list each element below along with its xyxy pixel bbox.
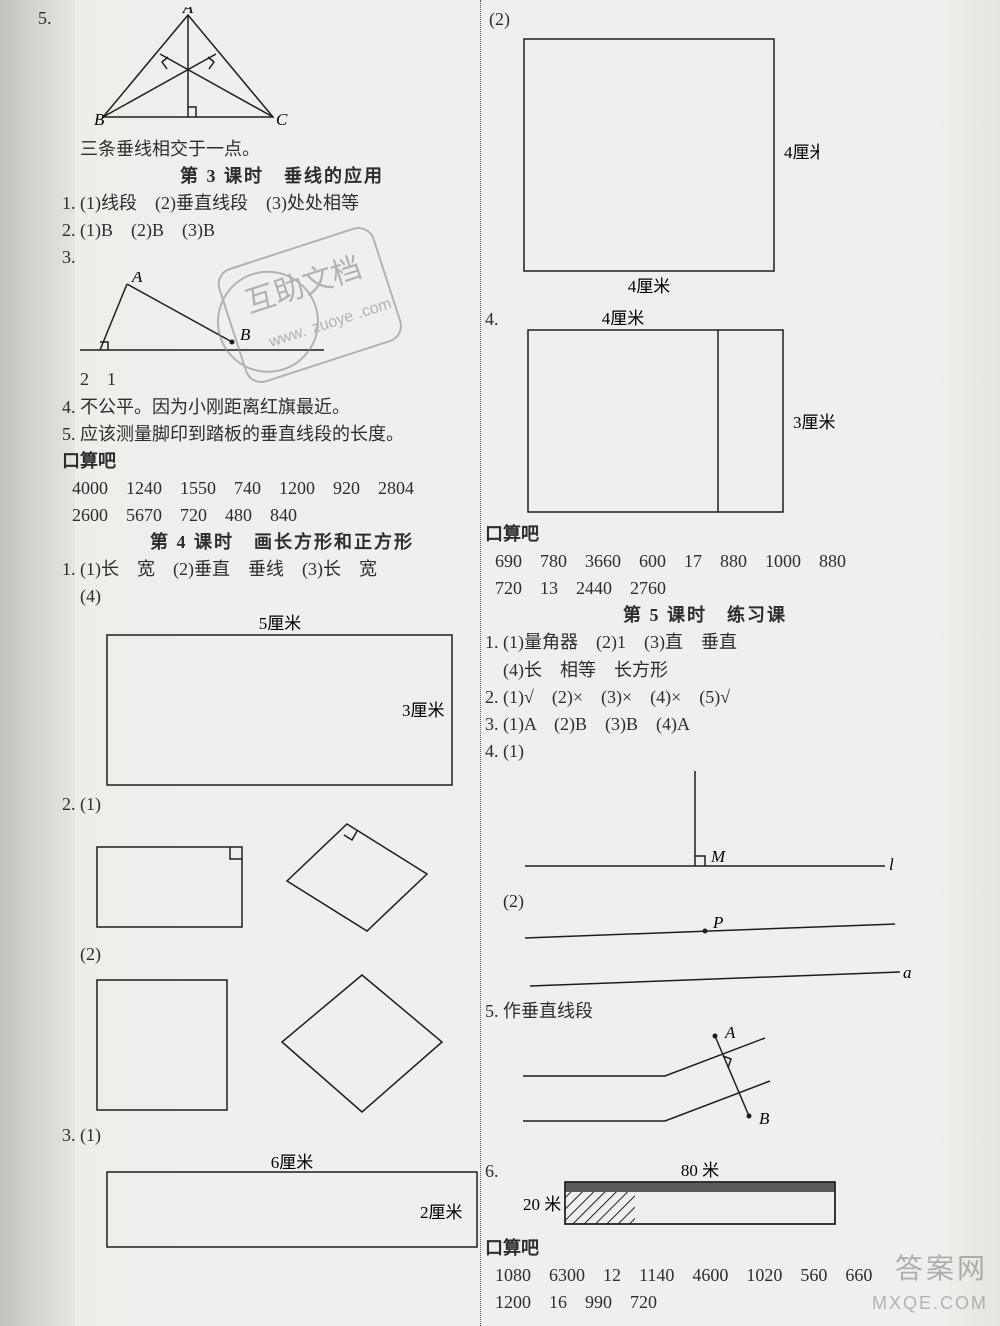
r5-5: 5. 作垂直线段 — [485, 998, 925, 1024]
r-nums-1b: 720 13 2440 2760 — [495, 575, 925, 601]
s4-q2-2: (2) — [80, 941, 502, 967]
r5-4-1: 4. (1) — [485, 738, 925, 764]
nums-1b: 2600 5670 720 480 840 — [72, 502, 502, 528]
lesson-5-heading: 第 5 课时 练习课 — [485, 602, 925, 628]
r5-2: 2. (1)√ (2)× (3)× (4)× (5)√ — [485, 684, 925, 710]
right-column: (2) 4厘米 4厘米 4. 4厘米 3厘米 口算吧 — [485, 0, 925, 1316]
lbl-m: M — [710, 847, 726, 866]
square-4: 4厘米 4厘米 — [519, 34, 925, 304]
r-q4-num: 4. — [485, 306, 503, 332]
rects-pair-1 — [92, 819, 502, 939]
watermark-small: MXQE.COM — [872, 1290, 988, 1316]
lbl-p: P — [712, 916, 723, 932]
r5-1: 1. (1)量角器 (2)1 (3)直 垂直 — [485, 629, 925, 655]
fig-80x20: 80 米 20 米 — [523, 1160, 863, 1232]
w-label: 4厘米 — [628, 277, 671, 296]
vertex-c: C — [276, 110, 288, 129]
watermark-big: 答案网 — [872, 1249, 988, 1290]
l3-5: 5. 应该测量脚印到踏板的垂直线段的长度。 — [62, 421, 502, 447]
r5-4-2: (2) — [503, 888, 925, 914]
fig-perp: M l — [515, 766, 925, 886]
r-q6: 6. 80 米 20 米 — [485, 1158, 925, 1234]
h-label: 3厘米 — [402, 701, 445, 720]
s4-q3-1: 3. (1) — [62, 1122, 502, 1148]
l3-4: 4. 不公平。因为小刚距离红旗最近。 — [62, 394, 502, 420]
h-label: 2厘米 — [420, 1203, 463, 1222]
w-label: 5厘米 — [259, 614, 302, 633]
nums-1a: 4000 1240 1550 740 1200 920 2804 — [72, 475, 502, 501]
h-label: 3厘米 — [793, 413, 836, 432]
r-top: (2) — [489, 6, 925, 32]
vertex-a: A — [182, 7, 194, 17]
w-label: 80 米 — [681, 1161, 719, 1180]
q5-text: 三条垂线相交于一点。 — [80, 136, 502, 162]
lbl-a2: A — [724, 1026, 736, 1042]
q5-row: 5. A B C — [62, 5, 502, 135]
h-label: 20 米 — [523, 1195, 561, 1214]
lbl-l: l — [889, 855, 894, 874]
r-nums-1a: 690 780 3660 600 17 880 1000 880 — [495, 548, 925, 574]
triangle-figure: A B C — [88, 7, 288, 133]
vertex-b: B — [94, 110, 105, 129]
lesson-4-heading: 第 4 课时 画长方形和正方形 — [62, 529, 502, 555]
rect-4x3: 4厘米 3厘米 — [523, 308, 853, 518]
s4-q2-1: 2. (1) — [62, 791, 502, 817]
watermark: 答案网 MXQE.COM — [872, 1249, 988, 1316]
lesson-3-heading: 第 3 课时 垂线的应用 — [62, 163, 502, 189]
rect-6x2: 6厘米 2厘米 — [102, 1150, 502, 1250]
r-q6-num: 6. — [485, 1158, 503, 1184]
r5-1b: (4)长 相等 长方形 — [503, 657, 925, 683]
w-label: 4厘米 — [602, 309, 645, 328]
r-nums-2b: 1200 16 990 720 — [495, 1289, 925, 1315]
kousuan-1: 口算吧 — [62, 448, 502, 474]
stamp-2c: .com — [355, 295, 393, 322]
left-column: 5. A B C 三条垂线相交于 — [62, 0, 502, 1252]
pt-a: A — [131, 272, 143, 286]
fig-parallel: P a — [515, 916, 925, 996]
r-q4: 4. 4厘米 3厘米 — [485, 306, 925, 520]
page: 5. A B C 三条垂线相交于 — [0, 0, 1000, 1326]
kousuan-r1: 口算吧 — [485, 521, 925, 547]
l4-4: (4) — [80, 583, 502, 609]
q5-number: 5. — [38, 5, 58, 31]
w-label: 6厘米 — [271, 1153, 314, 1172]
lbl-b2: B — [759, 1109, 770, 1128]
h-label: 4厘米 — [784, 143, 819, 162]
l3-1: 1. (1)线段 (2)垂直线段 (3)处处相等 — [62, 190, 502, 216]
rect-5x3: 5厘米 3厘米 — [102, 611, 502, 789]
squares-pair — [92, 970, 502, 1120]
r-nums-2a: 1080 6300 12 1140 4600 1020 560 660 — [495, 1262, 925, 1288]
l4-1: 1. (1)长 宽 (2)垂直 垂线 (3)长 宽 — [62, 556, 502, 582]
r5-3: 3. (1)A (2)B (3)B (4)A — [485, 711, 925, 737]
lbl-a: a — [903, 963, 912, 982]
fig-perp-seg: A B — [515, 1026, 925, 1156]
stamp-2a: www. — [266, 323, 309, 351]
kousuan-r2: 口算吧 — [485, 1235, 925, 1261]
